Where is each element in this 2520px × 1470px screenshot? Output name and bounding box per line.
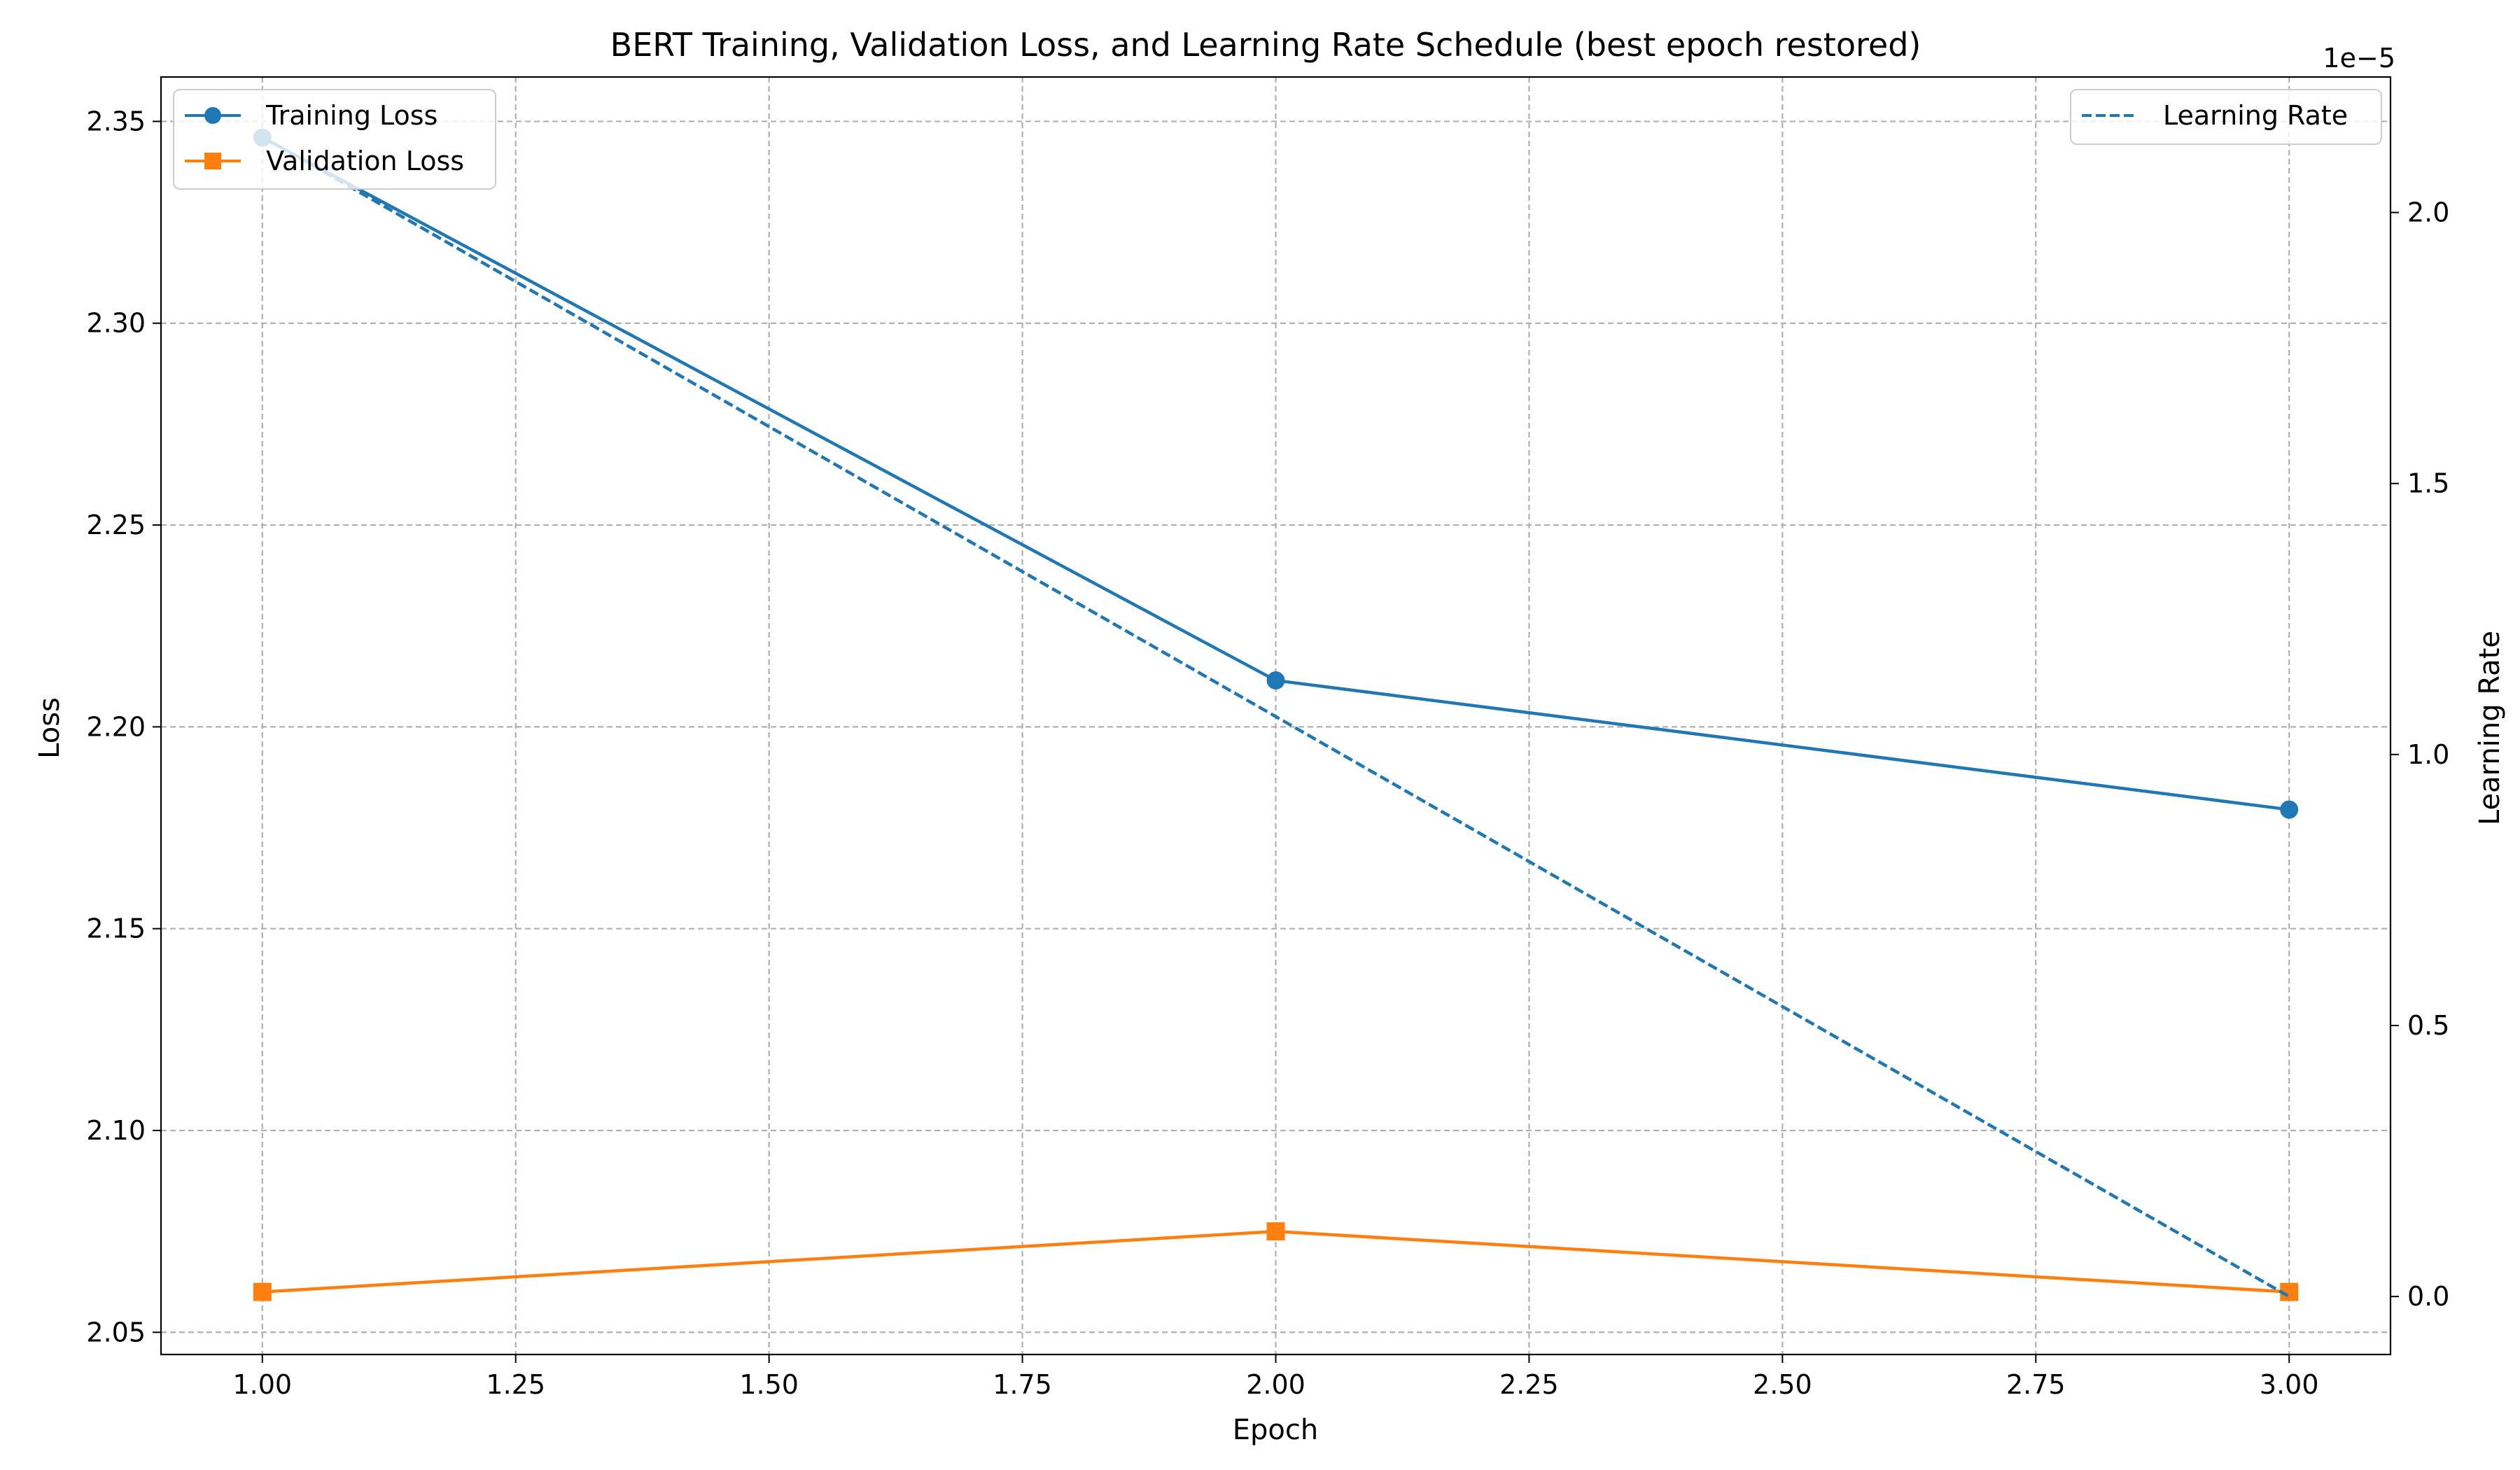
x-tick-label: 1.00 bbox=[232, 1369, 292, 1400]
training-loss-point bbox=[2280, 800, 2299, 819]
x-tick-label: 1.50 bbox=[739, 1369, 799, 1400]
validation-loss-point bbox=[253, 1282, 272, 1301]
x-tick-label: 1.75 bbox=[993, 1369, 1052, 1400]
legend-training-loss-text: Training Loss bbox=[265, 100, 438, 131]
y-right-tick-label: 0.5 bbox=[2407, 1010, 2449, 1041]
y-right-tick-label: 1.0 bbox=[2407, 739, 2449, 770]
y-left-tick-label: 2.10 bbox=[86, 1115, 146, 1146]
legend-validation-loss-text: Validation Loss bbox=[266, 146, 464, 176]
legend-right: Learning Rate bbox=[2070, 89, 2382, 145]
legend-training-loss-marker bbox=[204, 107, 221, 124]
x-tick-label: 2.00 bbox=[1246, 1369, 1306, 1400]
y-left-tick-label: 2.20 bbox=[86, 711, 146, 742]
learning-rate-line bbox=[261, 135, 2290, 1298]
y-left-tick-label: 2.05 bbox=[86, 1317, 146, 1348]
x-tick-label: 1.25 bbox=[486, 1369, 545, 1400]
legend-right-box bbox=[2070, 89, 2382, 145]
legend-left: Training Loss Validation Loss bbox=[173, 89, 496, 190]
chart-title: BERT Training, Validation Loss, and Lear… bbox=[610, 26, 1921, 64]
y-axis-label-left: Loss bbox=[34, 697, 66, 759]
y-left-tick-label: 2.15 bbox=[86, 913, 146, 944]
x-tick-label: 3.00 bbox=[2260, 1369, 2319, 1400]
y-right-tick-label: 1.5 bbox=[2407, 468, 2449, 499]
y-left-tick-label: 2.30 bbox=[86, 308, 146, 339]
y-axis-label-right: Learning Rate bbox=[2474, 631, 2506, 825]
validation-loss-point bbox=[1266, 1222, 1285, 1241]
y-right-tick-label: 2.0 bbox=[2407, 197, 2449, 228]
training-loss-point bbox=[1266, 671, 1285, 690]
legend-learning-rate-text: Learning Rate bbox=[2163, 100, 2348, 131]
y-left-tick-label: 2.35 bbox=[86, 106, 146, 136]
axes: 1.00 1.25 1.50 1.75 2.00 2.25 2.50 2.75 3.00 2.05… bbox=[86, 106, 2449, 1400]
grid bbox=[161, 77, 2390, 1354]
legend-validation-loss-marker bbox=[204, 153, 221, 169]
x-tick-label: 2.75 bbox=[2006, 1369, 2066, 1400]
y-left-tick-label: 2.25 bbox=[86, 510, 146, 540]
x-tick-label: 2.50 bbox=[1753, 1369, 1812, 1400]
x-tick-label: 2.25 bbox=[1499, 1369, 1559, 1400]
legend-left-box bbox=[173, 89, 496, 190]
right-axis-offset-label: 1e−5 bbox=[2323, 43, 2395, 74]
y-right-tick-label: 0.0 bbox=[2407, 1281, 2449, 1312]
x-axis-label: Epoch bbox=[1233, 1414, 1318, 1446]
